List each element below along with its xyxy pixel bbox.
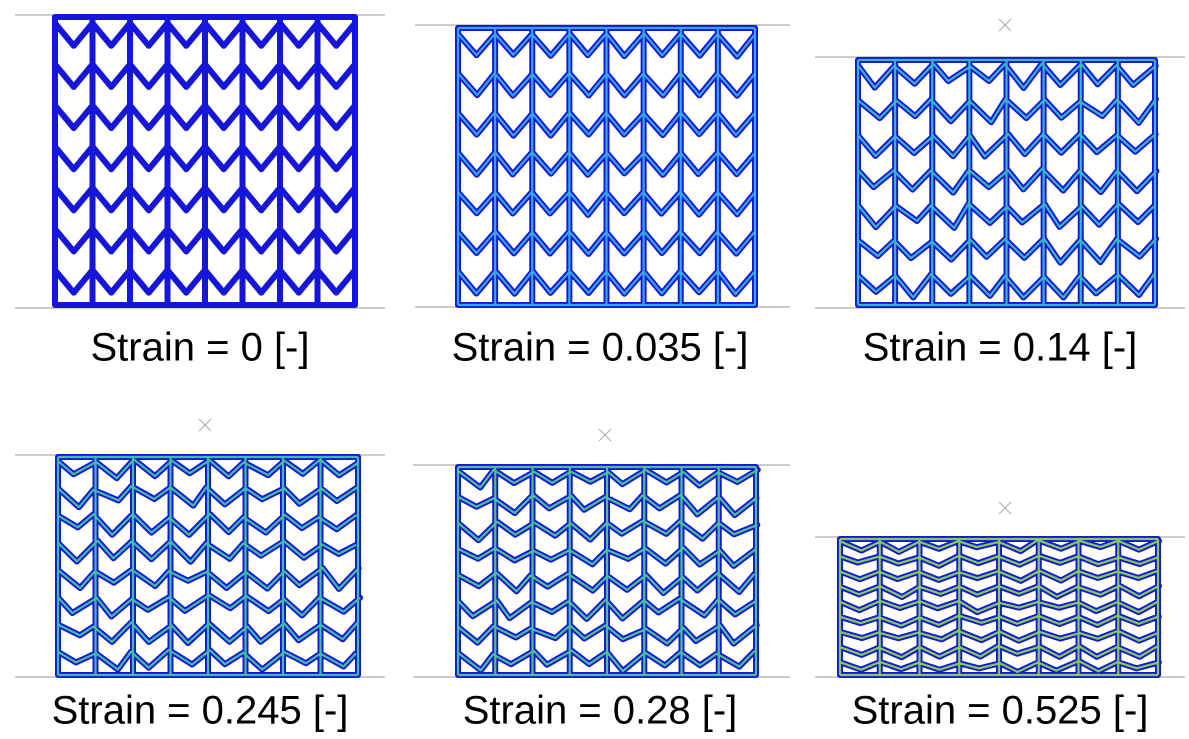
caption: Strain = 0.035 [-] — [452, 326, 749, 370]
panel-image — [815, 19, 1185, 308]
marker — [999, 19, 1011, 31]
marker — [599, 429, 611, 441]
panel-image — [15, 15, 385, 308]
caption: Strain = 0.245 [-] — [52, 689, 349, 733]
panel-image — [15, 419, 385, 677]
panel-image — [415, 25, 790, 307]
marker — [199, 419, 211, 431]
panel-image — [413, 429, 790, 677]
caption: Strain = 0 [-] — [91, 326, 310, 370]
lattice — [55, 17, 355, 305]
caption: Strain = 0.28 [-] — [463, 689, 738, 733]
caption: Strain = 0.525 [-] — [852, 689, 1149, 733]
figure: Strain = 0 [-] Strain = 0.035 [-] Strain… — [0, 0, 1189, 739]
caption: Strain = 0.14 [-] — [863, 326, 1138, 370]
panel-image — [815, 502, 1185, 677]
marker — [999, 502, 1011, 514]
lattice-stress — [458, 28, 755, 305]
